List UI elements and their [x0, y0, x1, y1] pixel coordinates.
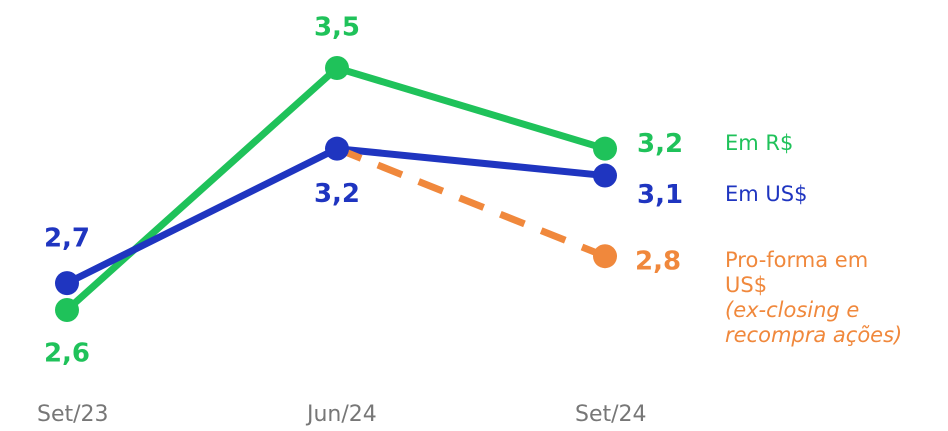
x-tick-label: Set/23	[37, 402, 109, 427]
point	[55, 298, 79, 322]
legend-label: Em US$	[725, 181, 808, 206]
x-tick-label: Jun/24	[305, 402, 377, 427]
point	[593, 244, 617, 269]
value-label: 3,5	[314, 13, 360, 43]
point	[593, 163, 617, 188]
point	[325, 136, 349, 161]
legend-label: Pro-forma em US$	[725, 248, 869, 298]
x-tick-label: Set/24	[575, 402, 647, 427]
legend-item: Em R$	[725, 131, 948, 156]
legend-item: Pro-forma em US$ (ex-closing e recompra a…	[725, 248, 948, 348]
value-label: 2,6	[44, 339, 90, 369]
legend-label: Em R$	[725, 130, 794, 155]
value-label: 3,1	[637, 180, 683, 210]
value-label: 3,2	[637, 129, 683, 159]
value-label: 3,2	[314, 179, 360, 209]
series-line	[65, 145, 606, 287]
value-label: 2,7	[44, 224, 90, 254]
point	[325, 56, 349, 80]
point	[55, 271, 79, 296]
value-label: 2,8	[635, 247, 681, 277]
legend-item: Em US$	[725, 182, 948, 207]
point	[593, 136, 617, 161]
legend-note: (ex-closing e recompra ações)	[725, 298, 903, 348]
series-line	[335, 145, 607, 260]
